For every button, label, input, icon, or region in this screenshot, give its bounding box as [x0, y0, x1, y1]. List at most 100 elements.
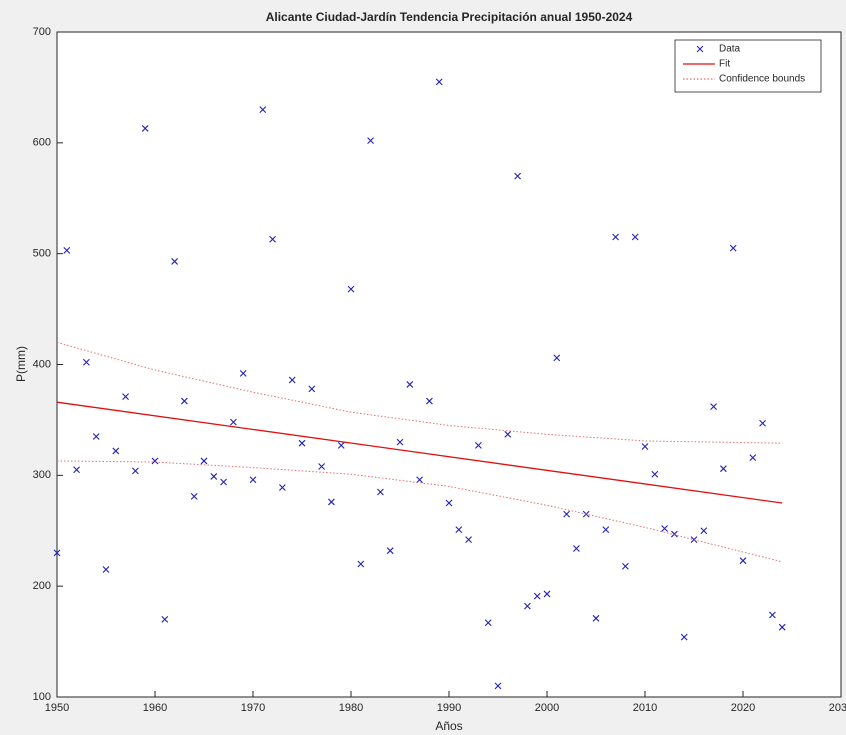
data-point — [651, 470, 659, 478]
data-point — [720, 465, 727, 473]
data-point — [190, 493, 198, 500]
data-point — [230, 418, 237, 426]
y-tick-label: 400 — [33, 358, 51, 370]
plot-area — [56, 31, 842, 698]
data-point — [122, 393, 129, 401]
legend-label: Fit — [719, 59, 730, 70]
y-tick-label: 300 — [33, 469, 51, 481]
x-tick-label: 1950 — [45, 702, 69, 714]
data-point — [563, 510, 570, 518]
data-point — [151, 457, 159, 465]
upper-bound — [56, 341, 783, 444]
fit-line — [56, 401, 783, 504]
data-point — [259, 106, 267, 113]
legend-marker — [696, 45, 704, 53]
data-point — [494, 682, 502, 690]
data-point — [602, 526, 610, 534]
data-point — [73, 466, 80, 474]
data-point — [475, 442, 482, 449]
data-point — [690, 536, 698, 544]
data-point — [680, 633, 688, 641]
data-point — [778, 623, 786, 631]
x-tick-label: 1970 — [241, 702, 265, 714]
legend-label: Confidence bounds — [719, 74, 805, 85]
data-point — [533, 592, 541, 600]
data-point — [102, 566, 110, 573]
data-point — [524, 602, 531, 610]
x-tick-label: 1980 — [339, 702, 363, 714]
data-point — [63, 246, 71, 254]
data-point — [200, 457, 208, 465]
x-tick-label: 2000 — [535, 702, 559, 714]
data-point — [553, 354, 561, 362]
x-tick-label: 1960 — [143, 702, 167, 714]
data-point — [769, 611, 776, 619]
data-point — [328, 498, 335, 506]
data-point — [357, 560, 365, 568]
data-point — [288, 376, 296, 384]
data-point — [386, 547, 394, 555]
data-point — [671, 530, 678, 538]
data-point — [543, 590, 551, 598]
data-point — [406, 381, 414, 388]
data-point — [53, 549, 61, 557]
data-point — [759, 419, 766, 427]
chart-title: Alicante Ciudad-Jardín Tendencia Precipi… — [266, 10, 633, 24]
data-point — [318, 463, 325, 470]
data-point — [92, 433, 100, 440]
data-point — [631, 233, 639, 241]
data-point — [426, 397, 433, 405]
data-point — [132, 467, 139, 475]
x-tick-label: 2010 — [633, 702, 657, 714]
data-point — [112, 447, 120, 455]
data-point — [161, 616, 169, 623]
data-point — [661, 525, 668, 532]
data-point — [298, 439, 306, 447]
data-point — [83, 358, 90, 366]
y-tick-label: 500 — [33, 248, 51, 260]
y-tick-label: 700 — [33, 26, 51, 38]
data-point — [455, 526, 463, 534]
y-tick-label: 600 — [33, 137, 51, 149]
data-point — [220, 478, 227, 486]
data-point — [729, 244, 737, 252]
data-point — [612, 233, 619, 241]
y-axis-label: P(mm) — [14, 346, 28, 382]
y-tick-label: 200 — [33, 580, 51, 592]
data-point — [592, 614, 600, 622]
data-point — [181, 397, 188, 405]
data-point — [367, 137, 374, 145]
lower-bound — [56, 460, 783, 563]
data-point — [210, 473, 218, 480]
data-point — [484, 619, 492, 627]
data-point — [700, 527, 708, 535]
x-axis-label: Años — [435, 719, 462, 733]
data-point — [347, 285, 355, 293]
data-point — [514, 172, 521, 180]
data-point — [337, 442, 345, 449]
data-point — [396, 438, 404, 446]
data-point — [239, 369, 247, 377]
data-point — [279, 484, 286, 491]
data-point — [141, 125, 149, 132]
data-point — [710, 403, 717, 411]
data-point — [749, 454, 757, 461]
data-point — [435, 78, 443, 86]
x-tick-label: 1990 — [437, 702, 461, 714]
data-point — [377, 488, 384, 496]
data-point — [622, 562, 629, 570]
data-point — [445, 499, 453, 507]
y-tick-label: 100 — [33, 691, 51, 703]
data-point — [308, 385, 316, 393]
data-point — [249, 476, 257, 484]
data-point — [465, 536, 472, 544]
x-tick-label: 2030 — [829, 702, 846, 714]
data-point — [739, 557, 747, 565]
data-point — [171, 258, 178, 265]
legend-label: Data — [719, 44, 741, 55]
data-point — [641, 443, 649, 450]
data-point — [573, 545, 580, 552]
x-tick-label: 2020 — [731, 702, 755, 714]
